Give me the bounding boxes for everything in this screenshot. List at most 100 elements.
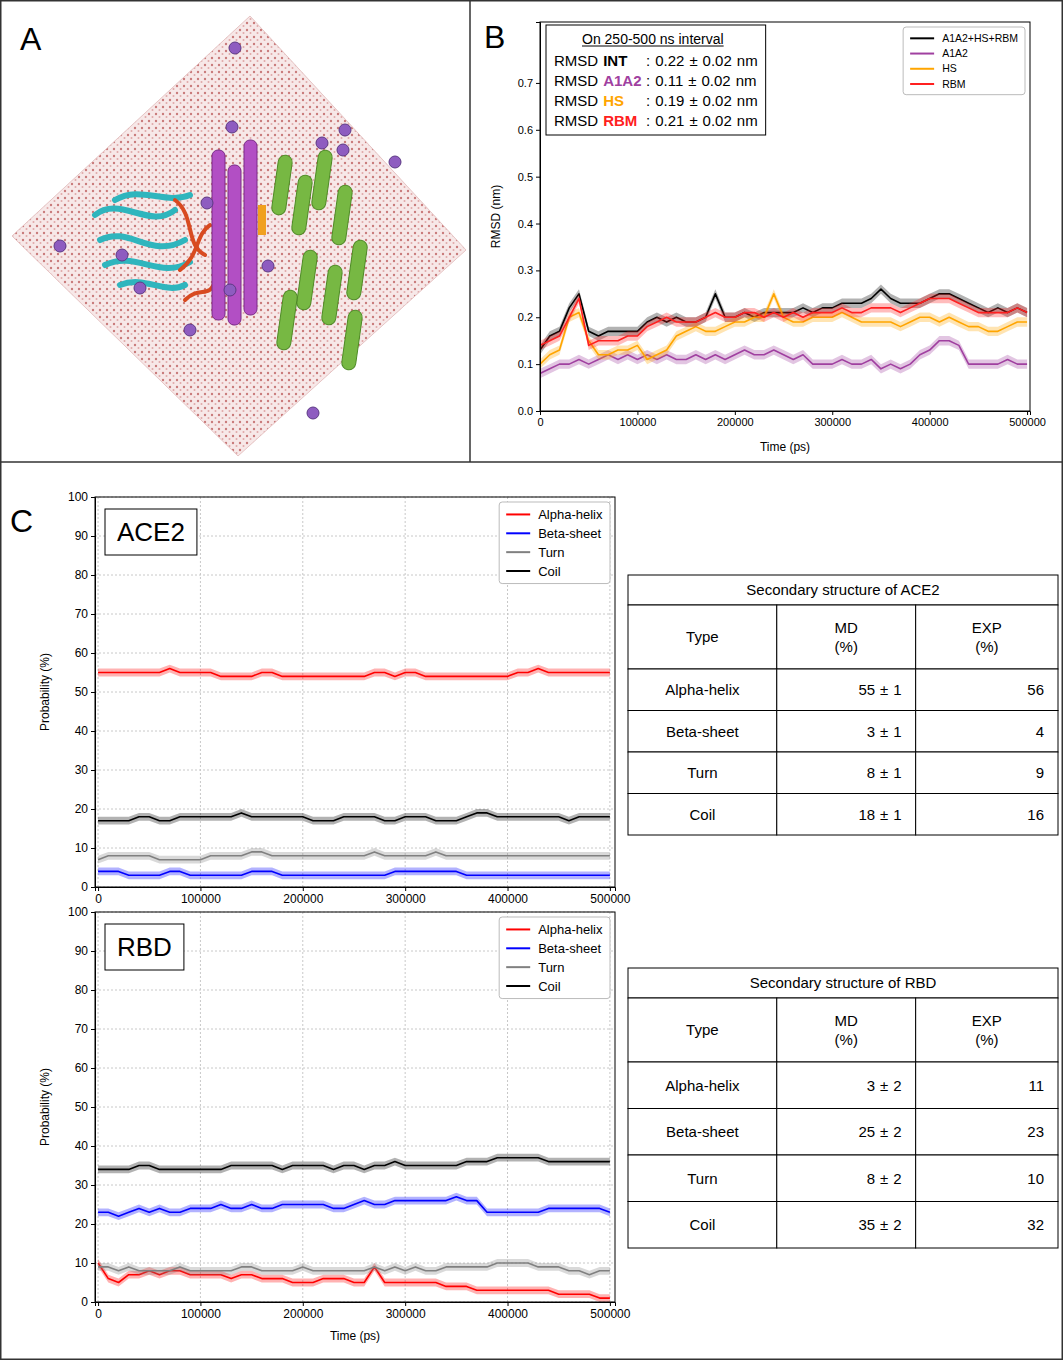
table-cell bbox=[777, 1109, 916, 1156]
annotation-error: 0.02 bbox=[703, 112, 732, 129]
x-tick-label: 400000 bbox=[488, 892, 528, 906]
table-cell bbox=[916, 711, 1058, 753]
y-tick-label: 0.1 bbox=[518, 358, 533, 370]
y-tick-label: 90 bbox=[75, 944, 89, 958]
x-tick-mark bbox=[303, 1302, 304, 1306]
y-tick-label: 70 bbox=[75, 607, 89, 621]
x-tick-label: 100000 bbox=[181, 892, 221, 906]
table-cell bbox=[916, 752, 1058, 794]
y-tick-label: 0.2 bbox=[518, 311, 533, 323]
panel-letter: A bbox=[20, 21, 42, 57]
table-header-line: EXP bbox=[972, 619, 1002, 636]
chart: 0100000200000300000400000500000010203040… bbox=[38, 905, 631, 1343]
table-exp: 23 bbox=[1027, 1123, 1044, 1140]
series-line bbox=[98, 1263, 610, 1275]
legend-swatch bbox=[506, 513, 530, 515]
y-tick-mark bbox=[91, 1146, 95, 1147]
y-tick-label: 100 bbox=[68, 905, 88, 919]
y-tick-mark bbox=[91, 497, 95, 498]
annotation-label: RBM bbox=[603, 112, 637, 129]
table-header: EXP(%) bbox=[972, 619, 1002, 655]
series-line bbox=[98, 813, 610, 821]
y-axis-title: Probability (%) bbox=[38, 1068, 52, 1146]
y-axis-line bbox=[536, 23, 541, 412]
legend-swatch bbox=[910, 83, 934, 85]
x-tick-mark bbox=[98, 1302, 99, 1306]
table-cell bbox=[916, 669, 1058, 711]
y-tick-mark bbox=[91, 1302, 95, 1303]
helix-ace2 bbox=[331, 184, 353, 245]
panel-divider bbox=[469, 0, 471, 462]
grid-line-y bbox=[95, 848, 615, 849]
x-tick-mark bbox=[610, 887, 611, 891]
legend-label: HS bbox=[942, 62, 957, 74]
y-tick-label: 40 bbox=[75, 724, 89, 738]
x-axis-title: Time (ps) bbox=[760, 440, 810, 454]
annotation-pm: ± bbox=[689, 52, 697, 69]
x-tick: 400000 bbox=[488, 887, 528, 906]
grid-line-y bbox=[95, 1185, 615, 1186]
grid bbox=[95, 912, 615, 1302]
error-band bbox=[98, 665, 610, 681]
table-exp: 9 bbox=[1036, 764, 1044, 781]
y-tick: 70 bbox=[75, 1022, 95, 1036]
y-tick-mark bbox=[91, 653, 95, 654]
x-tick-label: 500000 bbox=[1009, 416, 1046, 428]
loop-rbm bbox=[175, 200, 205, 255]
legend-swatch bbox=[506, 928, 530, 930]
table-header-line: (%) bbox=[975, 1031, 998, 1048]
figure-frame bbox=[1, 1, 1063, 1360]
y-tick: 80 bbox=[75, 983, 95, 997]
table-cell bbox=[916, 794, 1058, 836]
table-md-value: 25 bbox=[858, 1123, 875, 1140]
panel-title-frame bbox=[105, 924, 184, 970]
annotation-value: 0.11 bbox=[655, 72, 683, 89]
annotation-pm: ± bbox=[689, 92, 697, 109]
error-band bbox=[540, 294, 1027, 350]
y-tick-label: 80 bbox=[75, 983, 89, 997]
table-cell bbox=[916, 998, 1058, 1062]
x-tick-mark bbox=[637, 411, 638, 415]
x-tick-label: 200000 bbox=[283, 1307, 323, 1321]
table-cell bbox=[628, 711, 777, 753]
grid-line-y bbox=[95, 731, 615, 732]
y-tick: 0.3 bbox=[518, 264, 540, 276]
y-tick-mark bbox=[536, 411, 540, 412]
table-md: 3±1 bbox=[867, 723, 902, 740]
table-header: Type bbox=[686, 1021, 719, 1038]
table-cell bbox=[777, 998, 916, 1062]
panel-title: RBD bbox=[117, 932, 172, 962]
series-line bbox=[98, 852, 610, 860]
series-line bbox=[540, 294, 1027, 364]
annotation-value: 0.22 bbox=[655, 52, 684, 69]
y-tick: 0 bbox=[81, 880, 95, 894]
y-tick: 10 bbox=[75, 1256, 95, 1270]
table-md: 8±2 bbox=[867, 1170, 902, 1187]
helix-a1a2 bbox=[244, 140, 257, 315]
table-exp: 4 bbox=[1036, 723, 1044, 740]
strand-hs bbox=[258, 205, 266, 235]
table-cell bbox=[628, 998, 777, 1062]
series-line bbox=[98, 1197, 610, 1217]
annotation-underline bbox=[582, 46, 724, 47]
x-tick: 400000 bbox=[488, 1302, 528, 1321]
annotation-unit: nm bbox=[737, 92, 758, 109]
legend-label: Turn bbox=[538, 960, 564, 975]
panel-letter: C bbox=[10, 503, 33, 539]
y-tick: 50 bbox=[75, 685, 95, 699]
table-type: Beta-sheet bbox=[666, 723, 739, 740]
annotation-pm: ± bbox=[688, 72, 696, 89]
y-tick: 100 bbox=[68, 905, 95, 919]
table-md: 55±1 bbox=[858, 681, 901, 698]
x-tick-label: 200000 bbox=[717, 416, 754, 428]
annotation-title: On 250-500 ns interval bbox=[582, 31, 724, 47]
helix-ace2 bbox=[346, 239, 368, 300]
ribbon-rbd bbox=[95, 209, 175, 217]
y-tick: 90 bbox=[75, 944, 95, 958]
table-md-value: 18 bbox=[858, 806, 875, 823]
annotation-unit: nm bbox=[737, 112, 758, 129]
legend-frame bbox=[499, 502, 610, 584]
annotation-value: 0.21 bbox=[655, 112, 684, 129]
ion bbox=[337, 144, 349, 156]
table-cell bbox=[628, 794, 777, 836]
